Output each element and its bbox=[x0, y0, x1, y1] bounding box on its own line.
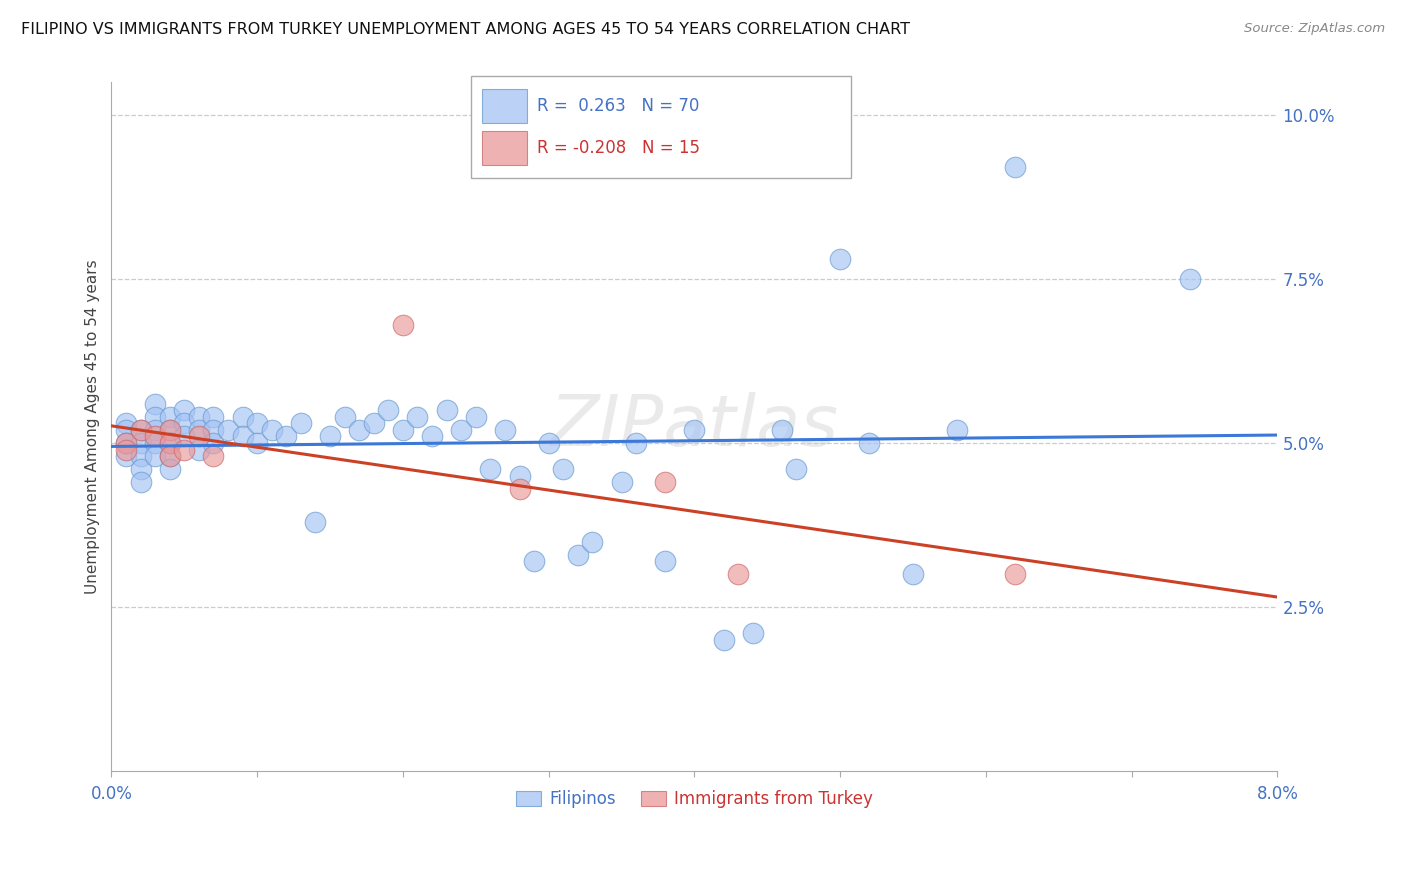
Point bbox=[858, 436, 880, 450]
Point bbox=[129, 436, 152, 450]
Point bbox=[143, 397, 166, 411]
Point bbox=[508, 469, 530, 483]
Point bbox=[567, 548, 589, 562]
Point bbox=[392, 318, 415, 332]
Text: Source: ZipAtlas.com: Source: ZipAtlas.com bbox=[1244, 22, 1385, 36]
Point bbox=[494, 423, 516, 437]
Point bbox=[232, 409, 254, 424]
Point bbox=[173, 417, 195, 431]
Point bbox=[202, 423, 225, 437]
Point bbox=[143, 436, 166, 450]
Point bbox=[246, 417, 269, 431]
Point bbox=[727, 567, 749, 582]
Point bbox=[464, 409, 486, 424]
Point bbox=[624, 436, 647, 450]
Point bbox=[159, 423, 181, 437]
Point bbox=[159, 436, 181, 450]
Text: FILIPINO VS IMMIGRANTS FROM TURKEY UNEMPLOYMENT AMONG AGES 45 TO 54 YEARS CORREL: FILIPINO VS IMMIGRANTS FROM TURKEY UNEMP… bbox=[21, 22, 910, 37]
Point bbox=[115, 449, 138, 463]
Point bbox=[347, 423, 370, 437]
Point bbox=[115, 417, 138, 431]
Point bbox=[713, 633, 735, 648]
Point bbox=[436, 403, 458, 417]
Point bbox=[392, 423, 415, 437]
Point bbox=[115, 423, 138, 437]
Point bbox=[129, 423, 152, 437]
Point bbox=[654, 475, 676, 490]
Point bbox=[159, 409, 181, 424]
Point bbox=[363, 417, 385, 431]
Point bbox=[830, 252, 852, 267]
Point bbox=[159, 449, 181, 463]
Point bbox=[785, 462, 807, 476]
Point bbox=[202, 409, 225, 424]
Point bbox=[143, 429, 166, 443]
Point bbox=[770, 423, 793, 437]
Point bbox=[187, 442, 209, 457]
Text: R = -0.208   N = 15: R = -0.208 N = 15 bbox=[537, 139, 700, 157]
Point bbox=[159, 436, 181, 450]
Point bbox=[1178, 272, 1201, 286]
Y-axis label: Unemployment Among Ages 45 to 54 years: Unemployment Among Ages 45 to 54 years bbox=[86, 260, 100, 594]
Point bbox=[143, 423, 166, 437]
Point bbox=[741, 626, 763, 640]
Point bbox=[232, 429, 254, 443]
Point bbox=[187, 423, 209, 437]
Point bbox=[173, 403, 195, 417]
Point bbox=[187, 409, 209, 424]
Point bbox=[945, 423, 967, 437]
Text: ZIPatlas: ZIPatlas bbox=[550, 392, 839, 461]
Point bbox=[173, 442, 195, 457]
Text: R =  0.263   N = 70: R = 0.263 N = 70 bbox=[537, 97, 699, 115]
Point bbox=[537, 436, 560, 450]
Point bbox=[290, 417, 312, 431]
Point bbox=[610, 475, 633, 490]
Point bbox=[115, 436, 138, 450]
Point bbox=[479, 462, 502, 476]
Point bbox=[246, 436, 269, 450]
Point bbox=[420, 429, 443, 443]
Point bbox=[143, 409, 166, 424]
Point bbox=[1004, 161, 1026, 175]
Point bbox=[333, 409, 356, 424]
Point bbox=[260, 423, 283, 437]
Point bbox=[202, 449, 225, 463]
Point bbox=[115, 442, 138, 457]
Point bbox=[508, 482, 530, 496]
Point bbox=[129, 475, 152, 490]
Point bbox=[129, 462, 152, 476]
Point bbox=[187, 429, 209, 443]
Point bbox=[654, 554, 676, 568]
Point bbox=[901, 567, 924, 582]
Point bbox=[276, 429, 298, 443]
Point bbox=[143, 449, 166, 463]
Point bbox=[581, 534, 603, 549]
Point bbox=[159, 462, 181, 476]
Point bbox=[129, 449, 152, 463]
Point bbox=[173, 429, 195, 443]
Point bbox=[1004, 567, 1026, 582]
Point bbox=[377, 403, 399, 417]
Legend: Filipinos, Immigrants from Turkey: Filipinos, Immigrants from Turkey bbox=[509, 783, 880, 814]
Point bbox=[159, 423, 181, 437]
Point bbox=[523, 554, 546, 568]
Point bbox=[304, 515, 326, 529]
Point bbox=[115, 436, 138, 450]
Point bbox=[319, 429, 342, 443]
Point bbox=[553, 462, 575, 476]
Point bbox=[129, 423, 152, 437]
Point bbox=[202, 436, 225, 450]
Point bbox=[406, 409, 429, 424]
Point bbox=[159, 449, 181, 463]
Point bbox=[217, 423, 239, 437]
Point bbox=[450, 423, 472, 437]
Point bbox=[683, 423, 706, 437]
